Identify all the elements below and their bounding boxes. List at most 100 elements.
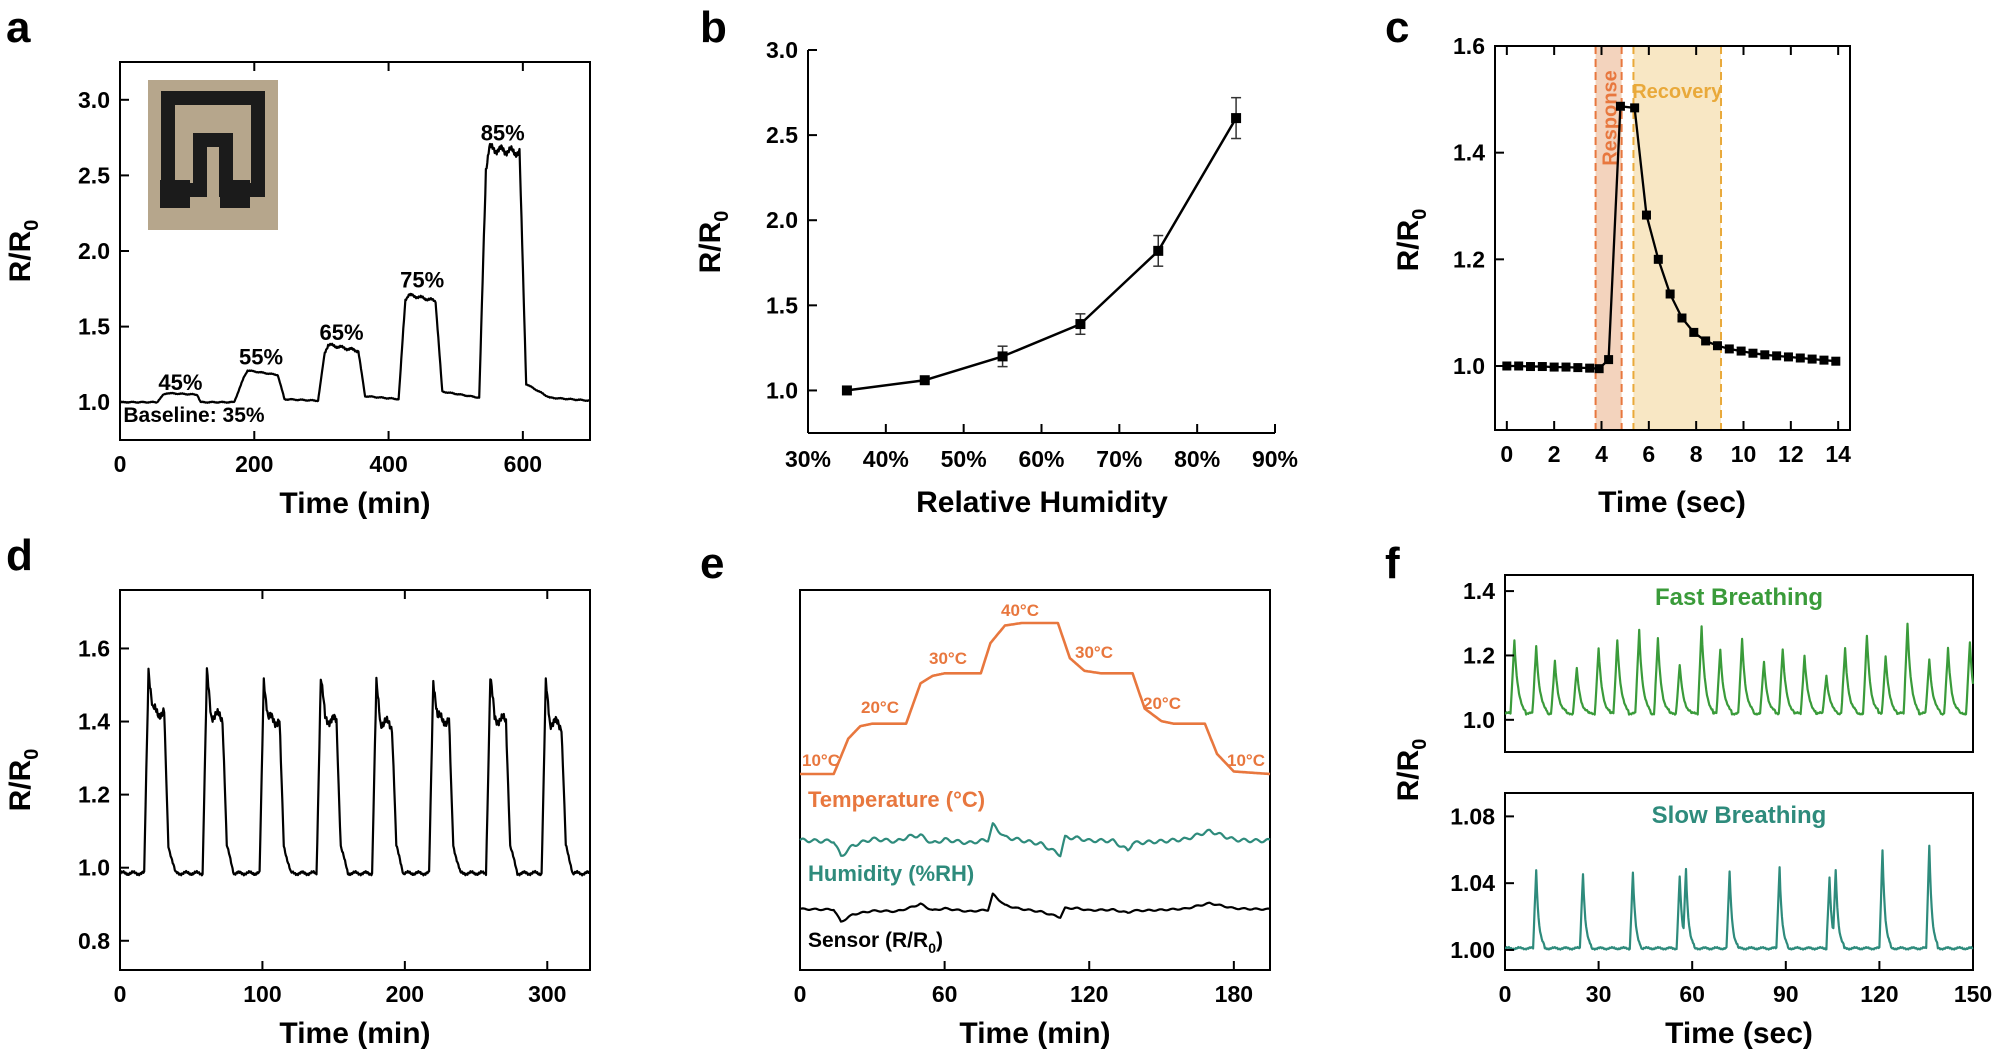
c-data-point xyxy=(1712,341,1722,351)
c-data-point xyxy=(1689,327,1699,337)
c-xtick-label: 0 xyxy=(1500,441,1513,467)
e-xtick-label: 120 xyxy=(1070,981,1108,1007)
f-subplot-title: Slow Breathing xyxy=(1652,802,1827,829)
f-ytick-label: 1.08 xyxy=(1450,803,1495,829)
c-data-point xyxy=(1630,103,1640,113)
e-series-temperature xyxy=(799,621,1271,776)
a-annotation: 75% xyxy=(400,267,444,292)
e-legend-sensor-text: Sensor (R/R xyxy=(808,929,928,952)
f-xlabel: Time (sec) xyxy=(1665,1017,1813,1050)
panel-f-chart: 1.0 1.2 1.4 Fast Breathing 1.00 1.04 1.08 Slow … xyxy=(1392,574,1992,1050)
panel-e-chart: 10°C 20°C 30°C 40°C 30°C 20°C 10°C Temperature … xyxy=(794,589,1271,1050)
c-data-point xyxy=(1604,355,1614,365)
c-data-point xyxy=(1724,344,1734,354)
b-ytick-label: 2.5 xyxy=(766,122,798,148)
e-legend-sensor-sub: 0 xyxy=(928,940,936,956)
b-xtick-label: 80% xyxy=(1174,446,1220,472)
a-ytick-label: 2.0 xyxy=(78,238,110,264)
a-ytick-label: 3.0 xyxy=(78,87,110,113)
c-ytick-label: 1.2 xyxy=(1453,246,1485,272)
c-xtick-label: 10 xyxy=(1731,441,1757,467)
f-ytick-label: 1.2 xyxy=(1463,642,1495,668)
panel-label-a: a xyxy=(6,3,31,52)
f-ylabel-main: R/R xyxy=(1392,749,1425,801)
e-legend-sensor: Sensor (R/R0) xyxy=(808,929,943,956)
c-ylabel-main: R/R xyxy=(1392,219,1425,271)
f-xtick-label: 90 xyxy=(1773,981,1799,1007)
b-xtick-label: 70% xyxy=(1096,446,1142,472)
d-xtick-label: 300 xyxy=(528,981,566,1007)
b-xtick-label: 60% xyxy=(1018,446,1064,472)
e-legend-temperature-unit: °C) xyxy=(953,787,985,812)
a-annotation: Baseline: 35% xyxy=(123,404,265,427)
c-xtick-label: 14 xyxy=(1825,441,1851,467)
d-xtick-label: 100 xyxy=(243,981,281,1007)
b-ytick-label: 3.0 xyxy=(766,37,798,63)
d-ylabel-sub: 0 xyxy=(21,749,43,760)
c-recovery-label: Recovery xyxy=(1632,81,1723,103)
e-temp-step-label: 30°C xyxy=(929,649,967,668)
c-data-point xyxy=(1665,289,1675,299)
f1-plot-frame xyxy=(1504,574,1974,753)
b-xlabel: Relative Humidity xyxy=(916,486,1168,519)
c-xtick-label: 2 xyxy=(1548,441,1561,467)
f-series-fast xyxy=(1504,622,1975,716)
e-series-sensor xyxy=(799,892,1271,923)
c-data-point xyxy=(1783,352,1793,362)
c-data-point xyxy=(1526,362,1535,372)
f-ytick-label: 1.0 xyxy=(1463,707,1495,733)
b-ytick-label: 2.0 xyxy=(766,207,798,233)
e-temp-step-label: 20°C xyxy=(1143,694,1181,713)
a-annotation: 65% xyxy=(320,320,364,345)
f-xtick-label: 30 xyxy=(1586,981,1612,1007)
f-ylabel: R/R0 xyxy=(1392,739,1431,802)
c-data-point xyxy=(1819,355,1829,365)
d-ytick-label: 1.2 xyxy=(78,782,110,808)
a-annotation: 45% xyxy=(158,370,202,395)
b-xtick-label: 40% xyxy=(863,446,909,472)
b-data-point xyxy=(919,375,930,386)
b-xtick-label: 50% xyxy=(941,446,987,472)
a-ylabel: R/R0 xyxy=(4,220,43,283)
c-data-point xyxy=(1514,361,1524,371)
e-temp-step-label: 10°C xyxy=(802,751,840,770)
b-ylabel-main: R/R xyxy=(694,221,727,273)
c-data-point xyxy=(1831,356,1841,366)
panel-label-f: f xyxy=(1385,539,1400,588)
panel-label-e: e xyxy=(700,539,724,588)
d-series-line xyxy=(119,667,591,877)
c-data-point xyxy=(1585,363,1595,373)
c-plot-frame xyxy=(1494,45,1851,431)
e-legend-humidity: Humidity (%RH) xyxy=(808,861,974,886)
e-xtick-label: 180 xyxy=(1215,981,1253,1007)
d-xtick-label: 200 xyxy=(386,981,424,1007)
b-ylabel-sub: 0 xyxy=(711,211,733,222)
a-inset-photo xyxy=(148,80,278,230)
c-data-point xyxy=(1795,353,1805,363)
c-data-point xyxy=(1701,336,1711,346)
d-ytick-label: 0.8 xyxy=(78,928,110,954)
d-ytick-label: 1.0 xyxy=(78,855,110,881)
c-data-point xyxy=(1549,362,1559,372)
e-xtick-label: 0 xyxy=(794,981,807,1007)
panel-label-c: c xyxy=(1385,3,1409,52)
a-xlabel: Time (min) xyxy=(279,487,430,520)
e-temp-step-label: 20°C xyxy=(861,698,899,717)
c-xlabel: Time (sec) xyxy=(1598,486,1746,519)
b-data-point xyxy=(841,385,852,396)
b-data-point xyxy=(1153,245,1164,256)
inset-pad-left xyxy=(160,180,190,208)
c-data-point xyxy=(1653,254,1663,264)
e-legend-temperature-text: Temperature ( xyxy=(808,787,954,812)
a-ylabel-sub: 0 xyxy=(21,220,43,231)
b-xtick-label: 90% xyxy=(1252,446,1298,472)
f-ytick-label: 1.04 xyxy=(1450,870,1495,896)
f-xtick-label: 0 xyxy=(1499,981,1512,1007)
c-data-point xyxy=(1561,362,1571,372)
a-xtick-label: 400 xyxy=(369,451,407,477)
a-xtick-label: 0 xyxy=(114,451,127,477)
c-data-point xyxy=(1615,101,1625,111)
c-data-point xyxy=(1502,361,1512,371)
panel-c-chart: Response Recovery 0 2 4 6 8 10 12 14 1.0 1.2 1.4 1.6 T… xyxy=(1392,33,1851,519)
